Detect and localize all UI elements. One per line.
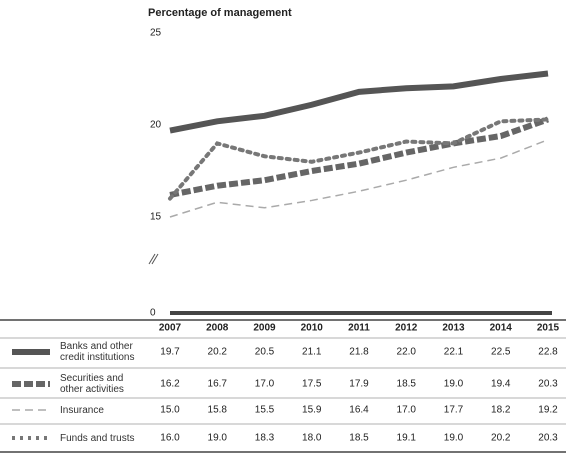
y-tick-label: 25 [150, 28, 162, 39]
x-tick-label: 2013 [442, 323, 465, 334]
table-value: 19.1 [397, 433, 417, 444]
table-value: 20.3 [538, 433, 558, 444]
x-tick-label: 2008 [206, 323, 229, 334]
table-value: 22.0 [397, 347, 417, 358]
table-value: 22.1 [444, 347, 464, 358]
y-tick-label: 15 [150, 212, 162, 223]
table-value: 21.1 [302, 347, 322, 358]
legend-label: Funds and trusts [60, 432, 135, 444]
axis-break [148, 253, 159, 265]
line-series [168, 117, 550, 201]
line-series [169, 116, 549, 198]
table-value: 17.0 [397, 405, 417, 416]
table-value: 17.7 [444, 405, 464, 416]
table-value: 19.0 [444, 379, 464, 390]
x-tick-label: 2014 [490, 323, 513, 334]
table-value: 16.7 [208, 379, 228, 390]
table-value: 19.2 [538, 405, 558, 416]
table-value: 19.0 [444, 433, 464, 444]
table-value: 17.0 [255, 379, 275, 390]
table-value: 22.8 [538, 347, 558, 358]
table-value: 19.0 [208, 433, 228, 444]
table-value: 18.2 [491, 405, 511, 416]
table-value: 19.4 [491, 379, 511, 390]
table-value: 17.9 [349, 379, 369, 390]
table-value: 18.0 [302, 433, 322, 444]
table-value: 20.2 [491, 433, 511, 444]
table-value: 22.5 [491, 347, 511, 358]
line-series [169, 139, 549, 218]
legend-label-box: Securities and other activities [60, 373, 124, 395]
table-value: 16.4 [349, 405, 369, 416]
table-value: 19.7 [160, 347, 180, 358]
x-tick-label: 2012 [395, 323, 418, 334]
table-value: 15.5 [255, 405, 275, 416]
x-tick-label: 2010 [301, 323, 324, 334]
legend-label-box: Banks and other credit institutions [60, 341, 135, 363]
legend-label: Insurance [60, 404, 104, 416]
x-tick-label: 2009 [253, 323, 276, 334]
table-value: 16.0 [160, 433, 180, 444]
table-value: 18.3 [255, 433, 275, 444]
line-series [169, 70, 549, 134]
legend-label: Banks and other credit institutions [60, 341, 135, 363]
x-tick-label: 2011 [348, 323, 370, 334]
legend-label: Securities and other activities [60, 373, 124, 395]
legend-label-box: Insurance [60, 404, 104, 416]
y-tick-label: 0 [150, 308, 156, 319]
table-value: 18.5 [397, 379, 417, 390]
table-value: 15.0 [160, 405, 180, 416]
table-value: 15.9 [302, 405, 322, 416]
x-tick-label: 2015 [537, 323, 560, 334]
table-value: 20.3 [538, 379, 558, 390]
chart-title: Percentage of management [148, 7, 292, 19]
table-value: 18.5 [349, 433, 369, 444]
x-tick-label: 2007 [159, 323, 182, 334]
legend-label-box: Funds and trusts [60, 432, 135, 444]
table-value: 21.8 [349, 347, 369, 358]
table-value: 17.5 [302, 379, 322, 390]
y-tick-label: 20 [150, 120, 162, 131]
table-value: 15.8 [208, 405, 228, 416]
table-value: 16.2 [160, 379, 180, 390]
table-value: 20.5 [255, 347, 275, 358]
table-value: 20.2 [208, 347, 228, 358]
